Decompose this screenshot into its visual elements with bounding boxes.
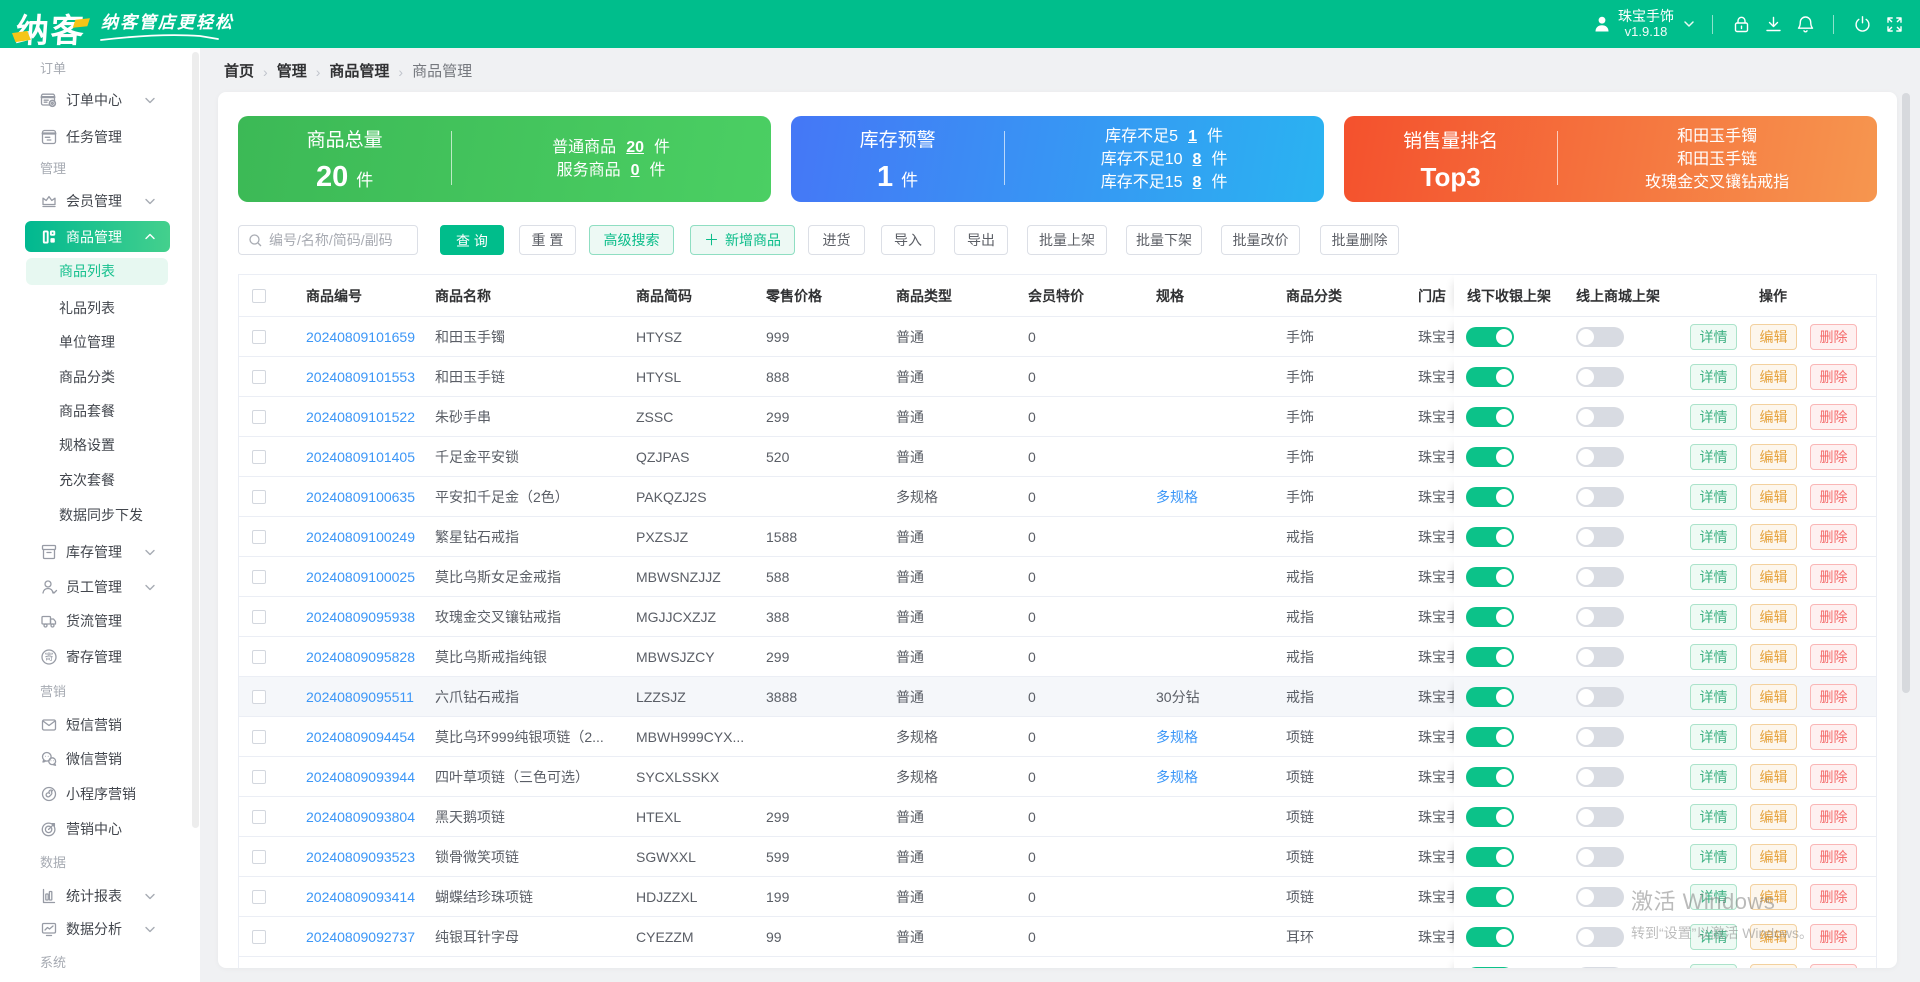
svg-text:寄: 寄 xyxy=(44,651,53,662)
